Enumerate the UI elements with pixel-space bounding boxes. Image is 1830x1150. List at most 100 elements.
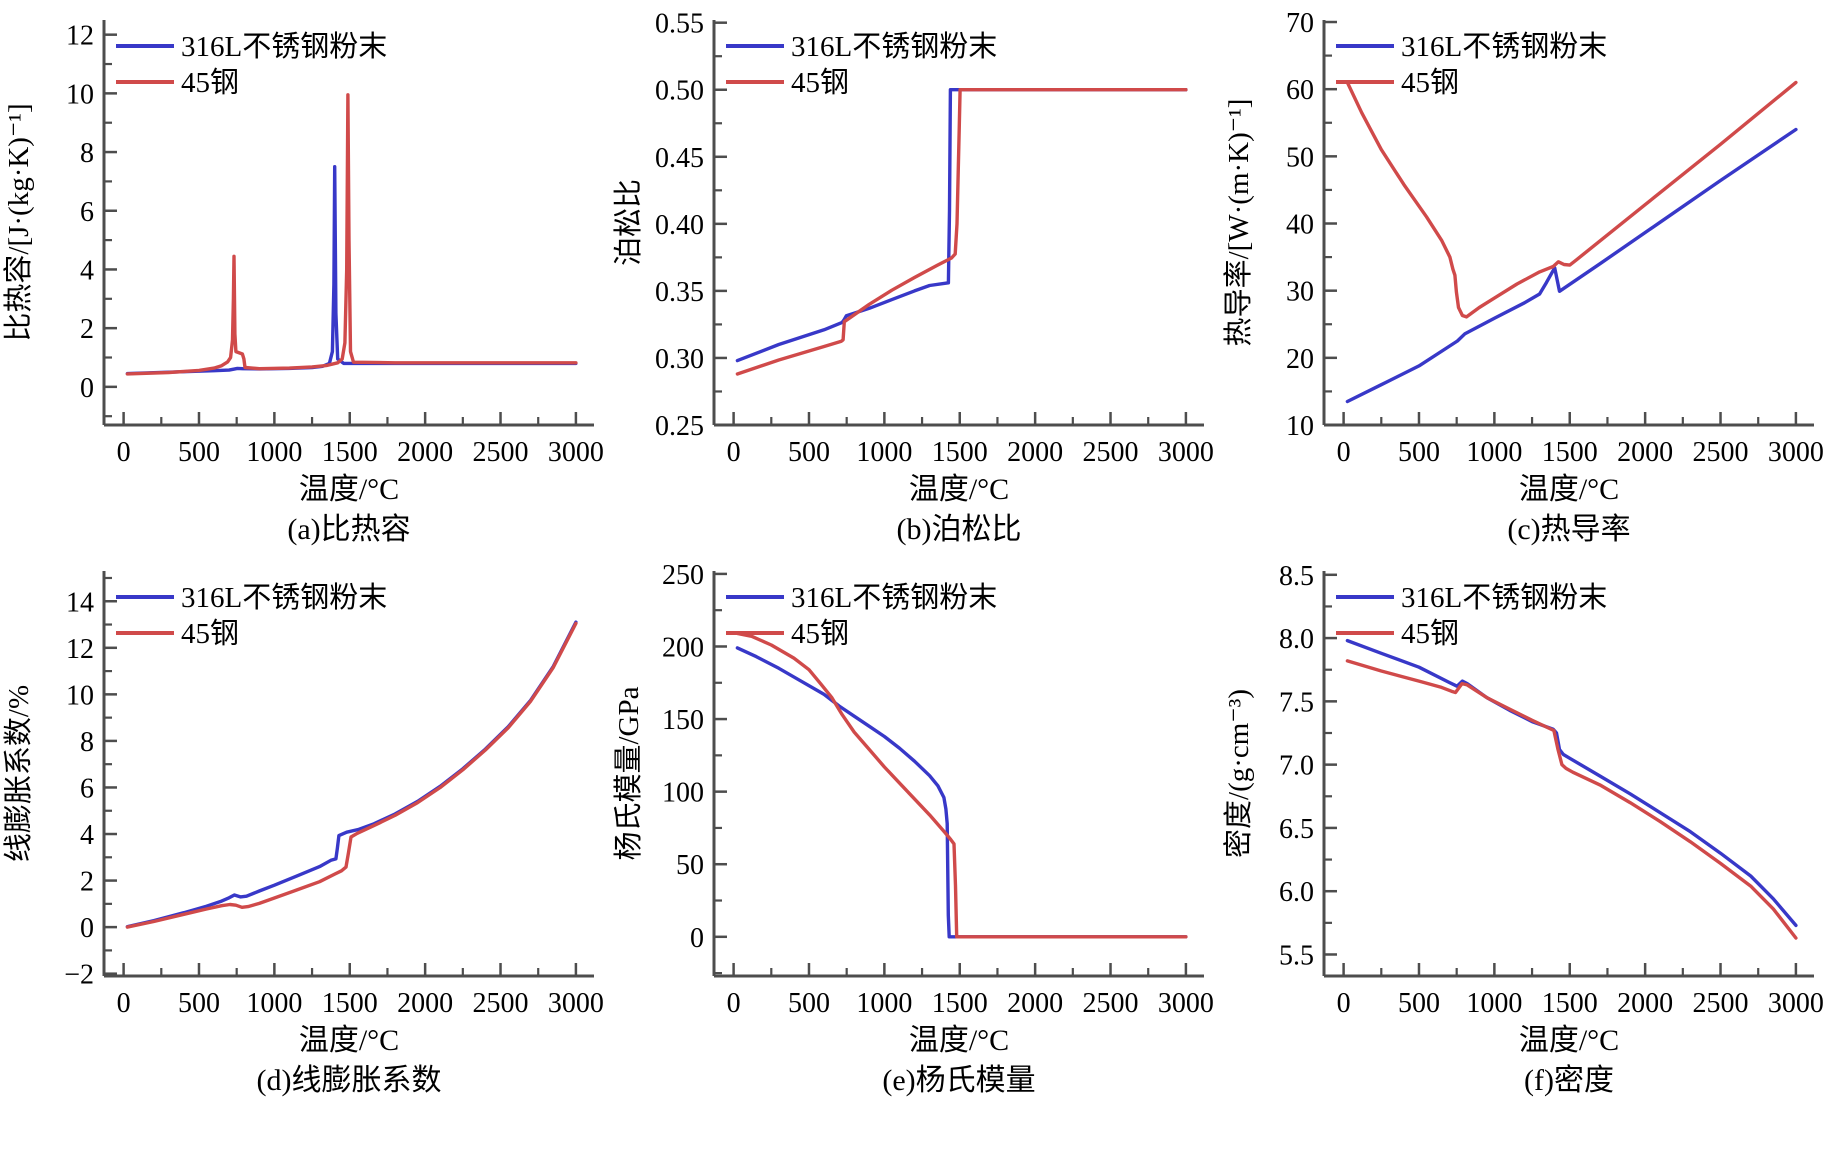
series-45steel-line — [125, 621, 578, 929]
y-tick-label: 0.50 — [655, 76, 704, 107]
y-tick-label: 200 — [662, 632, 704, 663]
y-tick-label: 0.25 — [655, 411, 704, 442]
y-tick-label: 8 — [80, 138, 94, 169]
series-45steel-line — [735, 631, 1188, 939]
x-tick-label: 2000 — [1007, 988, 1063, 1019]
x-tick-label: 0 — [1337, 988, 1351, 1019]
x-tick-label: 3000 — [1158, 437, 1214, 468]
x-tick-label: 2500 — [1693, 437, 1749, 468]
y-tick-label: 12 — [66, 634, 94, 665]
x-axis-title: 温度/°C — [1519, 473, 1619, 506]
legend-label-45steel: 45钢 — [181, 617, 239, 650]
y-tick-label: −2 — [64, 960, 94, 991]
y-tick-label: 100 — [662, 778, 704, 809]
y-tick-label: 5.5 — [1279, 940, 1314, 971]
x-tick-label: 500 — [788, 988, 830, 1019]
y-tick-label: 6.0 — [1279, 877, 1314, 908]
legend-label-45steel: 45钢 — [791, 617, 849, 650]
y-tick-label: 2 — [80, 867, 94, 898]
series-45steel-line — [1345, 659, 1798, 940]
chart-panel-a: 0 2 4 6 8 10 12 0 500 1000 1500 2000 2500 3000 温度/°C 比热… — [0, 6, 610, 547]
chart-panel-e: 0 50 100 150 200 250 0 500 1000 1500 2000 2500 3000 温… — [610, 557, 1220, 1098]
series-316l-line — [735, 646, 1188, 939]
y-axis-title: 比热容/[J·(kg·K)⁻¹] — [2, 103, 35, 341]
x-tick-label: 1000 — [856, 988, 912, 1019]
chart-b-canvas: 0.25 0.30 0.35 0.40 0.45 0.50 0.55 0 500 1000 1500… — [612, 9, 1214, 506]
legend-label-45steel: 45钢 — [181, 66, 239, 99]
x-tick-label: 0 — [117, 437, 131, 468]
x-tick-label: 3000 — [1768, 988, 1824, 1019]
x-tick-label: 0 — [117, 988, 131, 1019]
legend-label-316l: 316L不锈钢粉末 — [791, 30, 997, 63]
y-tick-label: 6 — [80, 773, 94, 804]
legend-label-316l: 316L不锈钢粉末 — [791, 581, 997, 614]
series-316l-line — [735, 87, 1188, 363]
y-tick-label: 60 — [1286, 75, 1314, 106]
x-tick-label: 500 — [788, 437, 830, 468]
series-45steel-line — [125, 93, 578, 376]
chart-c-caption: (c)热导率 — [1507, 513, 1631, 546]
series-45steel-line — [1345, 80, 1798, 319]
y-axis-title: 热导率/[W·(m·K)⁻¹] — [1222, 99, 1255, 347]
x-tick-label: 3000 — [548, 437, 604, 468]
chart-b-caption: (b)泊松比 — [896, 513, 1022, 546]
legend-label-45steel: 45钢 — [1401, 66, 1459, 99]
chart-d-canvas: −2 0 2 4 6 8 10 12 14 0 500 1000 1500 2000 2500 3000 温度/… — [2, 571, 604, 1057]
chart-c-canvas: 10 20 30 40 50 60 70 0 500 1000 1500 2000 2500 3000 温度… — [1222, 8, 1824, 506]
y-tick-label: 10 — [66, 680, 94, 711]
x-tick-label: 1500 — [932, 437, 988, 468]
y-tick-label: 14 — [66, 587, 94, 618]
chart-panel-b: 0.25 0.30 0.35 0.40 0.45 0.50 0.55 0 500 1000 1500… — [610, 6, 1220, 547]
y-tick-label: 7.5 — [1279, 687, 1314, 718]
y-axis-title: 密度/(g·cm⁻³) — [1222, 689, 1255, 858]
y-tick-label: 6.5 — [1279, 814, 1314, 845]
x-tick-label: 1000 — [1466, 988, 1522, 1019]
y-tick-label: 0.40 — [655, 210, 704, 241]
chart-a-canvas: 0 2 4 6 8 10 12 0 500 1000 1500 2000 2500 3000 温度/°C 比热… — [2, 20, 604, 506]
x-tick-label: 1500 — [322, 437, 378, 468]
x-tick-label: 2000 — [1007, 437, 1063, 468]
legend-label-316l: 316L不锈钢粉末 — [1401, 581, 1607, 614]
x-tick-label: 2500 — [1083, 437, 1139, 468]
x-tick-label: 500 — [1398, 437, 1440, 468]
x-tick-label: 1500 — [1542, 988, 1598, 1019]
x-tick-label: 2500 — [1083, 988, 1139, 1019]
chart-f-canvas: 5.5 6.0 6.5 7.0 7.5 8.0 8.5 0 500 1000 1500 2000 250… — [1222, 561, 1824, 1057]
y-tick-label: 50 — [676, 850, 704, 881]
chart-e-caption: (e)杨氏模量 — [882, 1064, 1036, 1097]
y-tick-label: 4 — [80, 255, 94, 286]
chart-panel-d: −2 0 2 4 6 8 10 12 14 0 500 1000 1500 2000 2500 3000 温度/… — [0, 557, 610, 1098]
y-tick-label: 250 — [662, 560, 704, 591]
chart-d-caption: (d)线膨胀系数 — [256, 1064, 442, 1097]
x-axis-title: 温度/°C — [299, 1024, 399, 1057]
x-axis-title: 温度/°C — [909, 473, 1009, 506]
x-axis-title: 温度/°C — [299, 473, 399, 506]
x-tick-label: 2500 — [473, 988, 529, 1019]
y-tick-label: 40 — [1286, 210, 1314, 241]
y-tick-label: 0.35 — [655, 277, 704, 308]
x-tick-label: 3000 — [1768, 437, 1824, 468]
y-tick-label: 20 — [1286, 344, 1314, 375]
x-tick-label: 2000 — [1617, 988, 1673, 1019]
legend-label-45steel: 45钢 — [791, 66, 849, 99]
y-tick-label: 0.45 — [655, 143, 704, 174]
y-tick-label: 12 — [66, 21, 94, 52]
y-tick-label: 0 — [690, 923, 704, 954]
y-axis-title: 线膨胀系数/% — [2, 685, 35, 862]
series-316l-line — [1345, 638, 1798, 928]
series-45steel-line — [735, 87, 1188, 376]
y-tick-label: 50 — [1286, 142, 1314, 173]
x-tick-label: 500 — [1398, 988, 1440, 1019]
chart-a-caption: (a)比热容 — [287, 513, 411, 546]
legend-label-316l: 316L不锈钢粉末 — [181, 30, 387, 63]
chart-panel-c: 10 20 30 40 50 60 70 0 500 1000 1500 2000 2500 3000 温度… — [1220, 6, 1830, 547]
y-tick-label: 8.5 — [1279, 561, 1314, 592]
y-tick-label: 8.0 — [1279, 624, 1314, 655]
series-316l-line — [1345, 127, 1798, 404]
y-tick-label: 7.0 — [1279, 751, 1314, 782]
y-tick-label: 0.55 — [655, 9, 704, 40]
x-tick-label: 2000 — [397, 437, 453, 468]
y-tick-label: 70 — [1286, 8, 1314, 39]
legend-label-45steel: 45钢 — [1401, 617, 1459, 650]
x-tick-label: 2500 — [473, 437, 529, 468]
